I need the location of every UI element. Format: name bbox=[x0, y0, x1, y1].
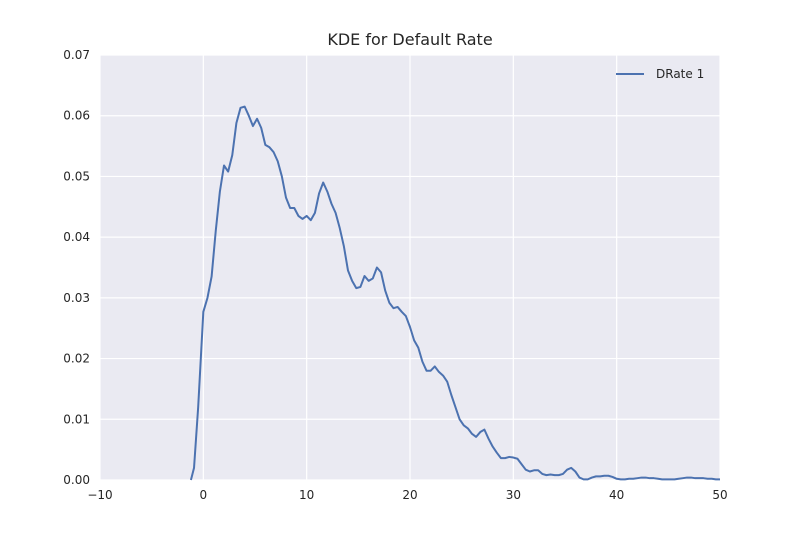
x-tick-label: 30 bbox=[506, 488, 521, 502]
y-tick-label: 0.00 bbox=[63, 473, 90, 487]
legend-label: DRate 1 bbox=[656, 67, 704, 81]
legend: DRate 1 bbox=[616, 67, 704, 81]
series-group bbox=[189, 105, 720, 481]
x-tick-label: 0 bbox=[200, 488, 208, 502]
grid-lines bbox=[99, 54, 721, 481]
chart-title: KDE for Default Rate bbox=[327, 30, 492, 49]
x-tick-label: 50 bbox=[712, 488, 727, 502]
series-line-drate-1 bbox=[189, 105, 720, 481]
y-tick-label: 0.01 bbox=[63, 412, 90, 426]
x-tick-label: 20 bbox=[402, 488, 417, 502]
y-tick-label: 0.04 bbox=[63, 230, 90, 244]
x-tick-label: 40 bbox=[609, 488, 624, 502]
x-tick-label: 10 bbox=[299, 488, 314, 502]
x-tick-label: −10 bbox=[87, 488, 112, 502]
y-tick-label: 0.02 bbox=[63, 352, 90, 366]
axis-ticks: −10 0 10 20 30 40 50 0.00 0.01 0.02 0.03 0.04 0.05 0.… bbox=[63, 48, 727, 502]
y-tick-label: 0.07 bbox=[63, 48, 90, 62]
y-tick-label: 0.05 bbox=[63, 169, 90, 183]
y-tick-label: 0.03 bbox=[63, 291, 90, 305]
y-tick-label: 0.06 bbox=[63, 109, 90, 123]
